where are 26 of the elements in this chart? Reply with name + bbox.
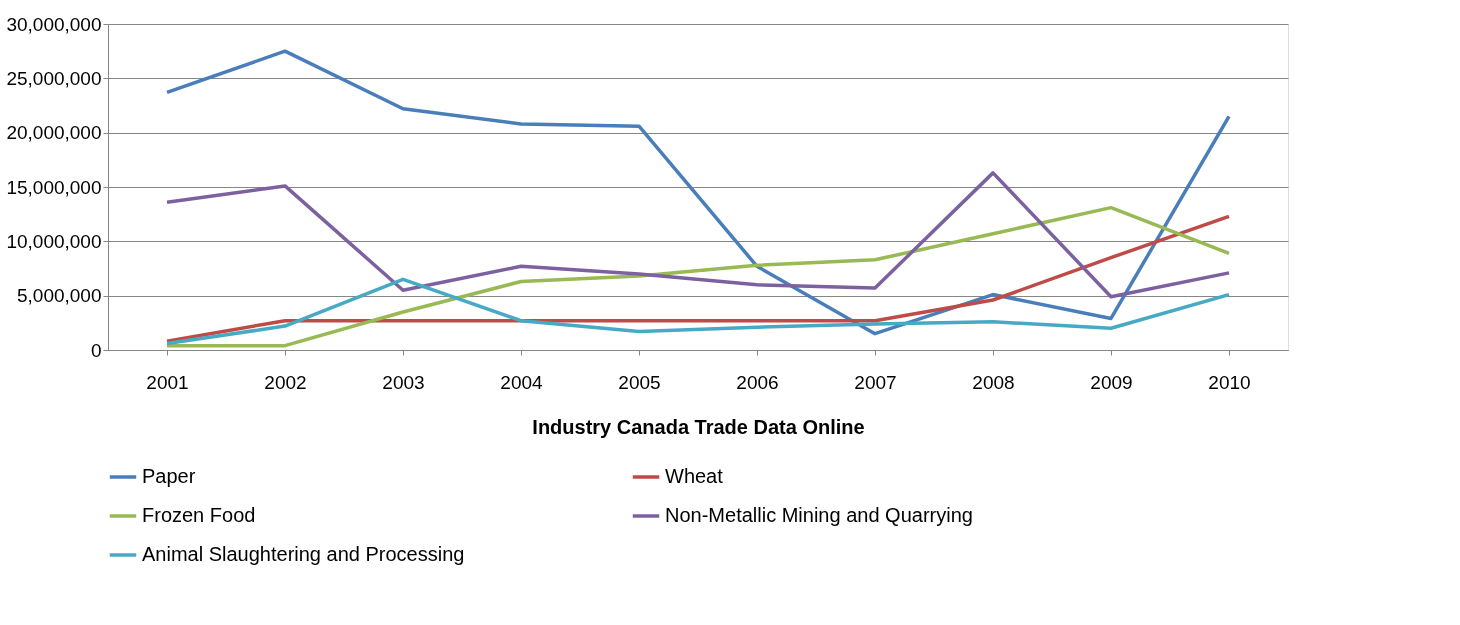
y-tick-label: 0: [90, 339, 102, 361]
x-tick-label: 2002: [264, 371, 307, 393]
legend-label: Paper: [142, 465, 196, 487]
y-tick-label: 20,000,000: [6, 122, 102, 144]
x-axis-title: Industry Canada Trade Data Online: [532, 415, 865, 438]
x-tick-label: 2004: [500, 371, 544, 393]
legend-label: Non-Metallic Mining and Quarrying: [665, 504, 973, 526]
y-tick-label: 30,000,000: [6, 13, 102, 35]
x-tick-label: 2009: [1090, 371, 1133, 393]
legend-label: Frozen Food: [142, 504, 256, 526]
y-tick-label: 25,000,000: [6, 67, 102, 89]
legend-label: Wheat: [665, 465, 724, 487]
line-series: [165, 49, 1231, 336]
x-tick-label: 2008: [972, 371, 1015, 393]
x-tick-label: 2005: [618, 371, 661, 393]
x-tick-label: 2001: [146, 371, 189, 393]
legend-label: Animal Slaughtering and Processing: [142, 543, 465, 565]
x-tick-label: 2007: [854, 371, 897, 393]
y-tick-label: 15,000,000: [6, 176, 102, 198]
line-series: [165, 171, 1231, 299]
y-tick-label: 5,000,000: [16, 285, 102, 307]
x-tick-label: 2006: [736, 371, 779, 393]
x-tick-label: 2010: [1208, 371, 1251, 393]
x-tick-label: 2003: [382, 371, 425, 393]
y-tick-label: 10,000,000: [6, 230, 102, 252]
line-series: [165, 277, 1231, 346]
